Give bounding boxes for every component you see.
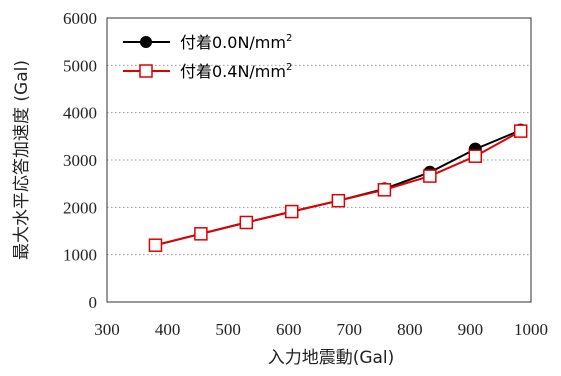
series-2-point-8	[513, 124, 528, 138]
series-2-point-6	[423, 169, 437, 183]
series-2-point-2	[239, 215, 254, 230]
y-tick-label-5000: 5000	[63, 56, 97, 75]
y-tick-label-3000: 3000	[63, 151, 97, 170]
x-tick-label-500: 500	[215, 320, 241, 339]
series-2-point-1	[194, 227, 208, 241]
series-layer	[148, 123, 528, 252]
x-tick-label-700: 700	[337, 320, 363, 339]
x-tick-labels: 300 400 500 600 700 800 900 1000	[94, 320, 548, 339]
y-tick-labels: 0 1000 2000 3000 4000 5000 6000	[63, 9, 97, 312]
series-2-point-4	[331, 193, 346, 208]
x-tick-label-600: 600	[276, 320, 302, 339]
y-tick-label-1000: 1000	[63, 246, 97, 265]
series-2-line	[155, 130, 522, 247]
series-2-point-5	[377, 183, 392, 197]
legend-label-series-1: 付着0.0N/mm2	[180, 33, 292, 52]
x-tick-label-1000: 1000	[514, 320, 548, 339]
y-tick-label-2000: 2000	[63, 198, 97, 217]
series-1-line	[155, 129, 522, 247]
series-2-point-0	[148, 238, 163, 252]
legend-marker-series-2	[139, 64, 153, 78]
legend-label-series-2-main: 付着0.4N/mm	[180, 62, 286, 81]
legend-marker-series-1	[140, 36, 152, 48]
y-tick-label-0: 0	[89, 293, 98, 312]
grid-lines	[107, 64, 531, 256]
legend-label-series-2-sup: 2	[286, 62, 292, 73]
x-tick-label-400: 400	[155, 320, 181, 339]
y-axis-title: 最大水平応答加速度 (Gal)	[12, 60, 32, 260]
x-tick-label-800: 800	[397, 320, 423, 339]
y-tick-label-4000: 4000	[63, 104, 97, 123]
x-tick-label-900: 900	[458, 320, 484, 339]
series-2-point-7	[468, 149, 483, 163]
legend-label-series-1-main: 付着0.0N/mm	[180, 33, 286, 52]
series-2-point-3	[284, 204, 299, 219]
series-2	[148, 124, 528, 252]
legend-label-series-2: 付着0.4N/mm2	[180, 62, 292, 81]
legend: 付着0.0N/mm2 付着0.4N/mm2	[123, 33, 292, 81]
x-tick-label-300: 300	[94, 320, 120, 339]
legend-entry-series-2: 付着0.4N/mm2	[123, 62, 292, 81]
x-axis-title: 入力地震動(Gal)	[268, 348, 395, 368]
legend-entry-series-1: 付着0.0N/mm2	[123, 33, 292, 52]
plot-area-frame	[106, 17, 532, 303]
y-tick-label-6000: 6000	[63, 9, 97, 28]
legend-label-series-1-sup: 2	[286, 33, 292, 44]
